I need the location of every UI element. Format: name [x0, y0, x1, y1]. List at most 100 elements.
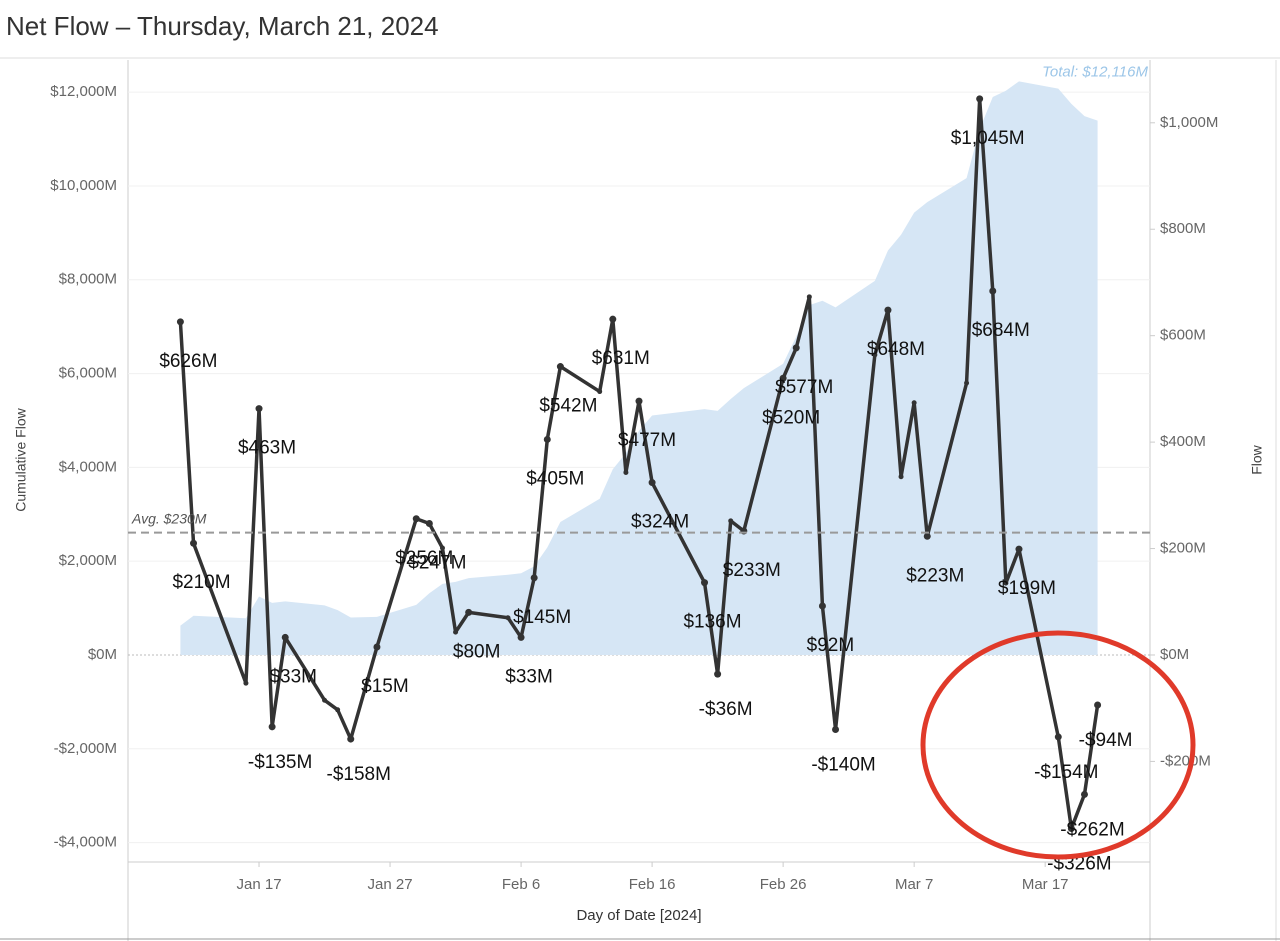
flow-point: [872, 352, 878, 358]
y-tick-label: $8,000M: [59, 271, 117, 288]
data-label: $210M: [172, 572, 230, 593]
y-tick-label: $10,000M: [50, 177, 117, 194]
flow-point: [884, 306, 892, 314]
data-label: $33M: [505, 666, 553, 687]
x-tick-label: Jan 27: [368, 876, 413, 893]
x-tick-label: Feb 16: [629, 876, 676, 893]
flow-point: [530, 574, 538, 582]
flow-point: [989, 287, 997, 295]
flow-point: [779, 374, 787, 382]
data-label: $626M: [159, 351, 217, 372]
y2-tick-label: $200M: [1160, 540, 1206, 557]
data-label: -$140M: [811, 755, 875, 776]
y-tick-label: $12,000M: [50, 83, 117, 100]
x-tick-label: Feb 6: [502, 876, 540, 893]
flow-point: [701, 579, 709, 587]
data-label: $477M: [618, 430, 676, 451]
y-tick-label: -$2,000M: [54, 740, 117, 757]
total-label: Total: $12,116M: [1042, 64, 1148, 81]
plot: -$4,000M -$2,000M $0M $2,000M $4,000M $6,000M…: [50, 64, 1218, 893]
data-label: $520M: [762, 407, 820, 428]
y2-tick-label: $600M: [1160, 327, 1206, 344]
flow-point: [1080, 790, 1088, 798]
data-label: $80M: [453, 641, 501, 662]
flow-point: [648, 479, 656, 487]
x-tick-label: Jan 17: [237, 876, 282, 893]
flow-point: [1003, 580, 1009, 586]
data-label: -$158M: [327, 764, 391, 785]
highlight-circle: [920, 630, 1196, 860]
y2-tick-label: $0M: [1160, 646, 1189, 663]
data-label: $1,045M: [951, 128, 1025, 149]
flow-point: [556, 363, 564, 371]
y2-tick-label: -$200M: [1160, 752, 1211, 769]
flow-point: [425, 520, 433, 528]
y-tick-label: $0M: [88, 646, 117, 663]
flow-point: [1015, 545, 1023, 553]
flow-point: [453, 629, 459, 635]
data-label: -$262M: [1060, 819, 1124, 840]
chart-title: Net Flow – Thursday, March 21, 2024: [6, 11, 439, 41]
x-tick-label: Mar 7: [895, 876, 933, 893]
flow-point: [373, 643, 381, 651]
x-tick-label: Feb 26: [760, 876, 807, 893]
flow-point: [609, 315, 617, 323]
data-label: $542M: [539, 396, 597, 417]
flow-point: [439, 545, 445, 551]
data-label: -$36M: [699, 699, 753, 720]
flow-point: [335, 707, 341, 713]
flow-point: [597, 389, 603, 395]
y-tick-label: -$4,000M: [54, 834, 117, 851]
data-label: $405M: [526, 468, 584, 489]
flow-point: [635, 397, 643, 405]
y2-tick-label: $1,000M: [1160, 114, 1218, 131]
flow-point: [1094, 701, 1102, 709]
flow-line: [178, 97, 1100, 831]
flow-point: [347, 735, 355, 743]
y-tick-label: $2,000M: [59, 552, 117, 569]
flow-point: [714, 670, 722, 678]
y-axis-title: Cumulative Flow: [13, 407, 29, 511]
flow-point: [964, 380, 970, 386]
flow-point: [322, 697, 328, 703]
flow-point: [281, 633, 289, 641]
data-label: $463M: [238, 438, 296, 459]
data-label: $223M: [906, 565, 964, 586]
data-label: $136M: [683, 612, 741, 633]
flow-point: [517, 633, 525, 641]
y2-tick-label: $800M: [1160, 220, 1206, 237]
flow-point: [412, 515, 420, 523]
cumulative-area: [180, 81, 1098, 655]
flow-point: [898, 474, 904, 480]
data-label: -$154M: [1034, 762, 1098, 783]
flow-point: [176, 318, 184, 326]
flow-point: [1054, 733, 1062, 741]
flow-point: [923, 532, 931, 540]
data-label: -$94M: [1079, 730, 1133, 751]
data-label: $256M: [395, 548, 453, 569]
y-tick-label: $4,000M: [59, 458, 117, 475]
flow-point: [1067, 824, 1075, 832]
data-label: $247M: [408, 553, 466, 574]
y2-axis-title: Flow: [1249, 444, 1265, 474]
average-label: Avg. $230M: [131, 510, 207, 526]
data-label: $33M: [269, 666, 317, 687]
flow-point: [543, 435, 551, 443]
x-axis-title: Day of Date [2024]: [576, 907, 701, 924]
data-label: $577M: [775, 377, 833, 398]
data-label: $324M: [631, 512, 689, 533]
data-label: $648M: [867, 339, 925, 360]
data-label: $15M: [361, 676, 409, 697]
flow-point: [505, 615, 511, 621]
data-label: $145M: [513, 607, 571, 628]
y2-tick-label: $400M: [1160, 433, 1206, 450]
y-tick-label: $6,000M: [59, 365, 117, 382]
data-label: $233M: [723, 560, 781, 581]
flow-point: [911, 400, 917, 406]
flow-point: [792, 344, 800, 352]
data-label: -$135M: [248, 752, 312, 773]
data-label: $631M: [592, 348, 650, 369]
flow-point: [465, 608, 473, 616]
